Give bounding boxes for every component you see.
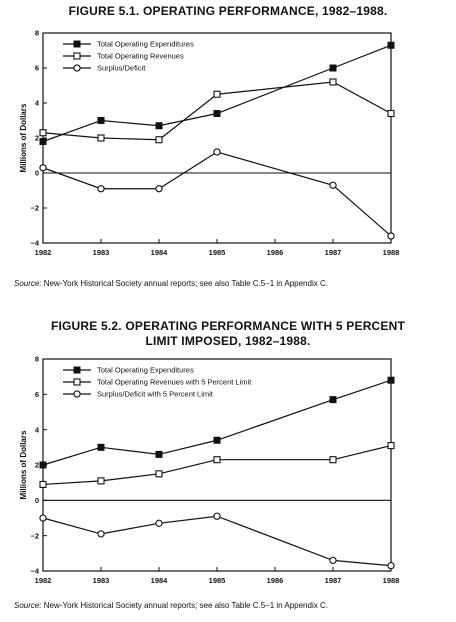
legend-label-2: Surplus/Deficit with 5 Percent Limit	[97, 390, 214, 399]
data-point-s0	[329, 396, 337, 404]
x-tick-label: 1988	[383, 576, 400, 585]
data-point-s1	[97, 134, 105, 142]
x-tick-label: 1983	[93, 576, 110, 585]
figure-1-source-label: Source:	[14, 279, 42, 288]
y-tick-label: −2	[30, 531, 39, 540]
data-point-s2	[329, 181, 337, 189]
series-line-0	[42, 379, 392, 466]
y-tick-label: −4	[30, 567, 39, 576]
y-tick-label: 8	[35, 29, 39, 38]
data-point-s2	[155, 519, 163, 527]
legend-label-0: Total Operating Expenditures	[97, 40, 194, 49]
data-point-s1	[39, 480, 47, 488]
data-point-s0	[39, 461, 47, 469]
series-line-2	[42, 515, 392, 567]
plot-frame	[42, 358, 392, 572]
data-point-s1	[387, 109, 395, 118]
y-tick-label: 6	[35, 390, 39, 399]
legend-label-1: Total Operating Revenues with 5 Percent …	[97, 378, 252, 387]
figure-2-title-line-2: LIMIT IMPOSED, 1982–1988.	[145, 334, 311, 348]
data-point-s0	[97, 443, 105, 451]
y-tick-label: 8	[35, 355, 39, 364]
y-tick-label: 4	[35, 99, 40, 108]
data-point-s0	[329, 64, 337, 72]
figure-1-source-text: New-York Historical Society annual repor…	[41, 279, 328, 288]
y-tick-label: 0	[35, 496, 39, 505]
x-tick-label: 1984	[151, 576, 169, 585]
y-tick-label: 0	[35, 169, 39, 178]
x-tick-label: 1984	[151, 248, 169, 257]
legend-label-2: Surplus/Deficit	[97, 64, 146, 73]
y-axis-label: Millions of Dollars	[19, 430, 28, 499]
data-point-s2	[213, 148, 221, 156]
legend-marker-0	[73, 40, 81, 48]
x-tick-label: 1987	[325, 576, 342, 585]
data-point-s2	[387, 562, 395, 570]
data-point-s0	[155, 122, 163, 130]
data-point-s0	[97, 117, 105, 124]
x-tick-label: 1985	[209, 576, 226, 585]
data-point-s1	[155, 470, 163, 478]
data-point-s1	[39, 129, 47, 137]
figure-2-source: Source: New-York Historical Society annu…	[14, 601, 328, 610]
legend-marker-1	[73, 378, 81, 386]
series-line-2	[42, 151, 392, 237]
data-point-s2	[155, 185, 163, 193]
series-line-0	[42, 44, 392, 143]
x-tick-label: 1983	[93, 248, 110, 257]
y-axis-label: Millions of Dollars	[19, 103, 28, 172]
series-line-1	[42, 81, 392, 141]
data-point-s1	[387, 442, 395, 450]
data-point-s1	[213, 456, 221, 464]
series-line-1	[42, 444, 392, 486]
legend-label-1: Total Operating Revenues	[97, 52, 184, 61]
data-point-s2	[39, 164, 47, 172]
data-point-s2	[97, 530, 105, 538]
data-point-s2	[39, 514, 47, 522]
data-point-s0	[39, 138, 47, 145]
data-point-s0	[213, 436, 221, 444]
legend-marker-1	[73, 52, 81, 60]
data-point-s1	[155, 136, 163, 144]
legend-marker-2	[73, 390, 81, 398]
figure-1-chart: −4 −2 0 2 4 6 8 1982 1983 1984 1985 1986 1987 1988 Mil…	[19, 29, 400, 257]
data-point-s2	[97, 185, 105, 193]
data-point-s1	[213, 90, 221, 98]
data-point-s0	[387, 376, 395, 384]
figure-1-title: FIGURE 5.1. OPERATING PERFORMANCE, 1982–…	[68, 4, 388, 18]
figure-1-source: Source: New-York Historical Society annu…	[14, 279, 328, 288]
x-tick-label: 1982	[35, 576, 52, 585]
data-point-s2	[213, 512, 221, 520]
y-tick-label: 6	[35, 64, 39, 73]
data-point-s1	[329, 78, 337, 86]
legend-label-0: Total Operating Expenditures	[97, 366, 194, 375]
y-tick-label: 4	[35, 425, 40, 434]
y-tick-label: −2	[30, 204, 39, 213]
x-tick-label: 1982	[35, 248, 52, 257]
data-point-s2	[329, 556, 337, 565]
figure-2-title-line-1: FIGURE 5.2. OPERATING PERFORMANCE WITH 5…	[50, 319, 406, 333]
y-tick-label: 2	[35, 134, 39, 143]
figure-2-chart: −4 −2 0 2 4 6 8 1982 1983 1984 1985 1986 1987 1988 Mil…	[19, 355, 400, 585]
legend-marker-0	[73, 366, 81, 374]
x-tick-label: 1986	[267, 576, 284, 585]
x-tick-label: 1987	[325, 248, 342, 257]
figure-2-source-label: Source:	[14, 601, 42, 610]
x-tick-label: 1988	[383, 248, 400, 257]
figure-2-source-text: New-York Historical Society annual repor…	[41, 601, 328, 610]
data-point-s1	[97, 477, 105, 485]
y-tick-label: 2	[35, 461, 39, 470]
data-point-s0	[387, 41, 395, 49]
x-tick-label: 1986	[267, 248, 284, 257]
y-tick-label: −4	[30, 239, 39, 248]
data-point-s2	[387, 232, 395, 240]
legend-marker-2	[73, 64, 81, 72]
data-point-s0	[213, 110, 221, 117]
data-point-s0	[155, 450, 163, 458]
x-tick-label: 1985	[209, 248, 226, 257]
data-point-s1	[329, 456, 337, 464]
